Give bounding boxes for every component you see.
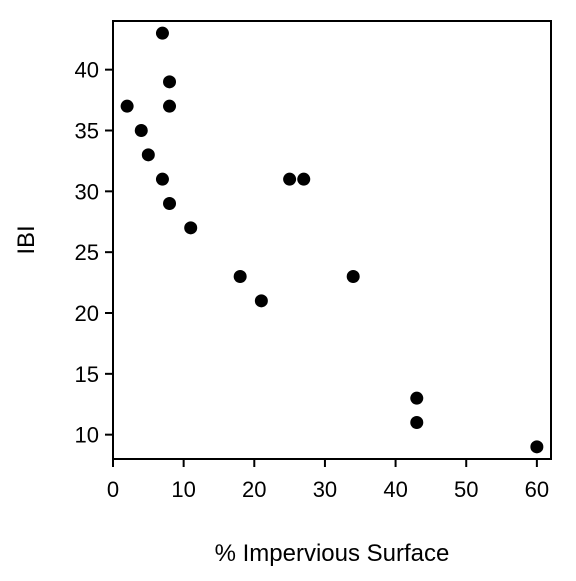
y-tick-label: 25	[75, 240, 99, 265]
x-tick-label: 0	[107, 477, 119, 502]
y-tick-label: 20	[75, 301, 99, 326]
data-point	[155, 26, 169, 40]
x-tick-label: 40	[383, 477, 407, 502]
x-axis: 0 10 20 30 40 50 60	[107, 459, 549, 502]
data-point	[297, 172, 311, 186]
x-tick-label: 10	[171, 477, 195, 502]
x-tick-label: 60	[525, 477, 549, 502]
data-point	[163, 75, 177, 89]
data-point	[120, 99, 134, 113]
x-tick-label: 30	[313, 477, 337, 502]
data-point	[141, 148, 155, 162]
data-point	[155, 172, 169, 186]
data-points	[120, 26, 544, 454]
data-point	[254, 294, 268, 308]
x-axis-title: % Impervious Surface	[215, 540, 450, 567]
data-point	[410, 391, 424, 405]
data-point	[530, 440, 544, 454]
data-point	[283, 172, 297, 186]
data-point	[346, 270, 360, 283]
x-tick-label: 20	[242, 477, 266, 502]
x-tick-label: 50	[454, 477, 478, 502]
y-tick-label: 30	[75, 179, 99, 204]
y-tick-label: 35	[75, 119, 99, 144]
data-point	[410, 416, 424, 429]
plot-frame	[112, 20, 552, 460]
data-point	[233, 270, 247, 283]
data-point	[134, 124, 148, 137]
y-tick-label: 10	[75, 423, 99, 448]
y-tick-label: 15	[75, 362, 99, 387]
data-point	[163, 99, 177, 113]
data-point	[163, 197, 177, 210]
y-tick-label: 40	[75, 58, 99, 83]
y-axis-title: IBI	[13, 225, 40, 254]
data-point	[184, 221, 198, 235]
y-axis: 10 15 20 25 30 35 40	[75, 58, 113, 448]
